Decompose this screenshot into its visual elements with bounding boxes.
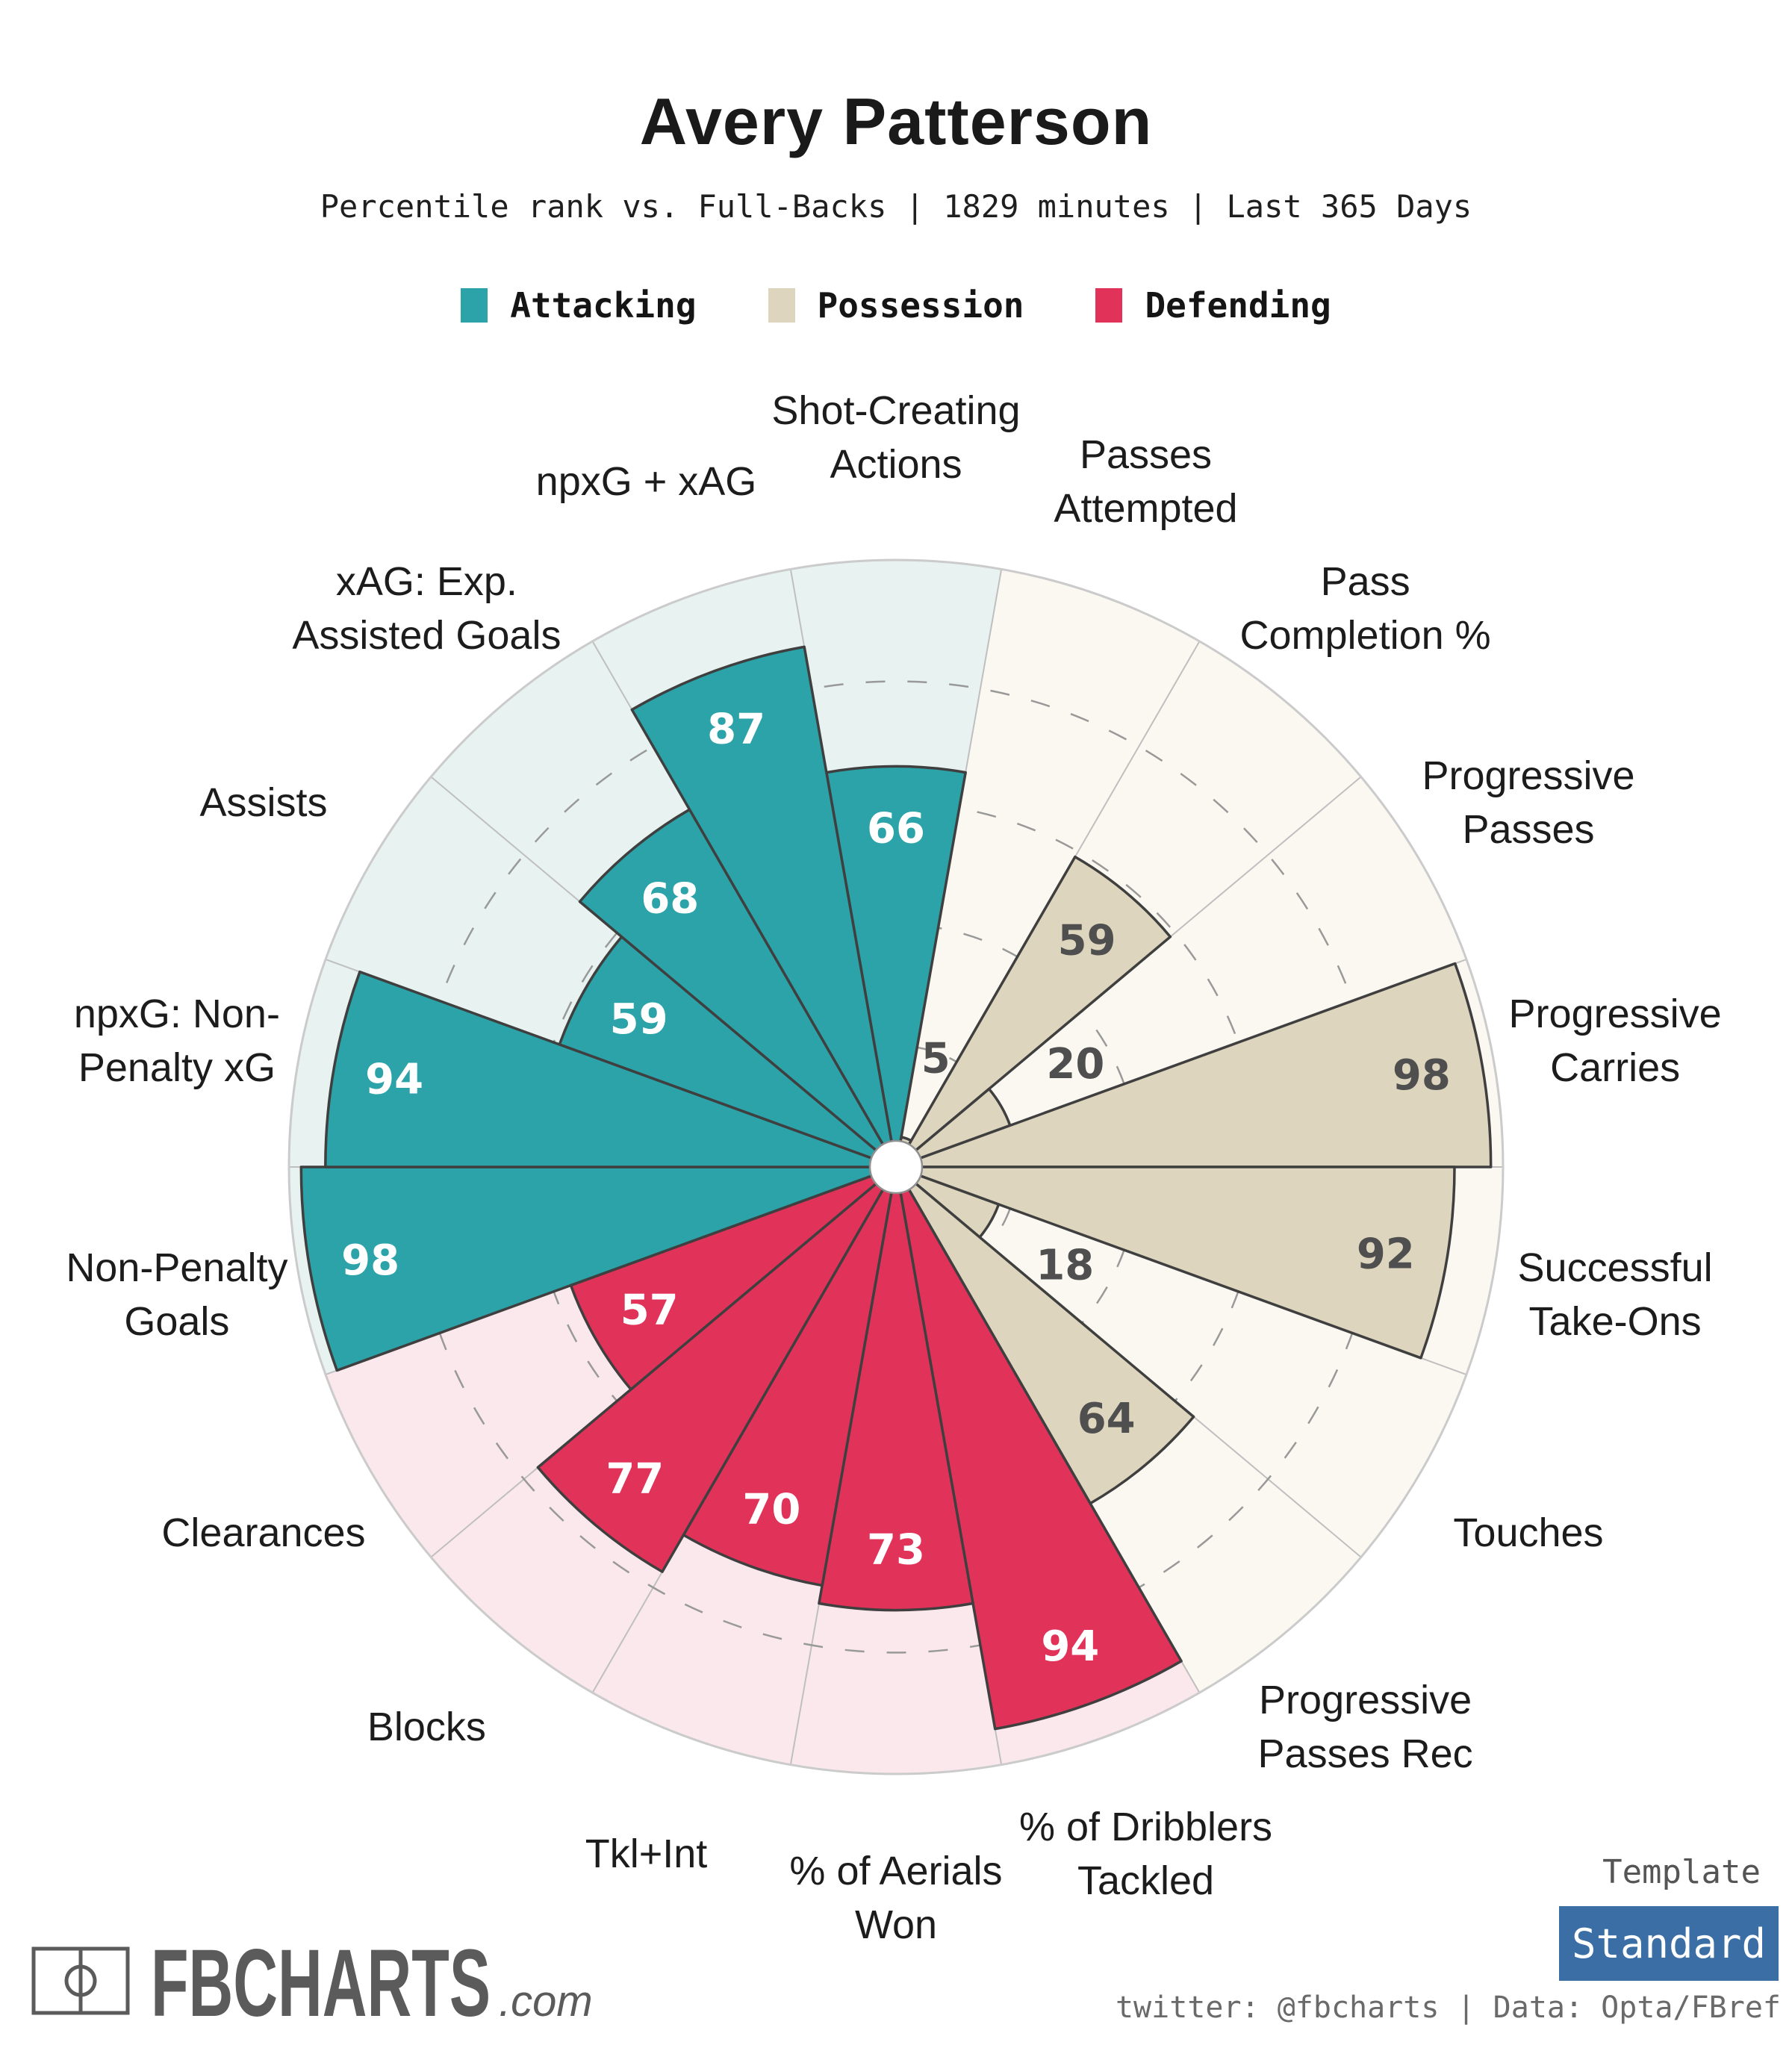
legend-item-possession: Possession [768,285,1024,326]
param-label: % of Aerials Won [789,1849,1002,1947]
value-wedge [895,1165,1195,1505]
credit-line: twitter: @fbcharts | Data: Opta/FBref [1115,1991,1781,2025]
logo-suffix: .com [499,1977,593,2026]
value-label: 98 [1393,1051,1451,1100]
legend-swatch-attacking [461,288,488,323]
legend-label: Attacking [510,285,697,326]
legend-item-defending: Defending [1095,285,1331,326]
param-label: xAG: Exp. Assisted Goals [292,559,561,658]
value-label: 94 [1041,1622,1099,1671]
page-title: Avery Patterson [639,84,1153,158]
value-label: 98 [341,1236,399,1285]
value-wedge [299,1165,897,1372]
value-wedge [630,645,897,1168]
fbcharts-logo: FBCHARTS .com [31,1935,593,2037]
legend-swatch-defending [1095,288,1123,323]
value-label: 20 [1046,1040,1104,1089]
param-label: Progressive Passes Rec [1258,1678,1473,1776]
value-label: 59 [610,995,668,1044]
value-wedge [895,855,1172,1168]
param-label: Blocks [367,1705,486,1749]
value-label: 94 [365,1056,423,1104]
value-label: 18 [1036,1242,1094,1290]
param-label: Touches [1453,1510,1603,1555]
value-wedge [895,1165,1456,1360]
template-label: Template [1602,1853,1761,1891]
legend: Attacking Possession Defending [0,285,1792,326]
value-label: 66 [867,804,925,853]
param-label: npxG + xAG [536,459,757,504]
value-label: 92 [1357,1230,1415,1279]
sector-background [896,776,1466,1167]
param-label: Progressive Carries [1509,992,1722,1090]
value-wedge [569,1165,897,1391]
value-label: 59 [1058,916,1116,965]
param-label: Clearances [161,1510,365,1555]
value-wedge [578,808,897,1168]
value-wedge [558,935,897,1168]
football-pitch-icon [31,1946,130,2015]
value-wedge [895,962,1493,1168]
value-label: 77 [606,1455,664,1504]
param-label: Shot-Creating Actions [771,388,1020,487]
value-label: 68 [641,874,699,923]
page-subtitle: Percentile rank vs. Full-Backs | 1829 mi… [320,188,1472,225]
param-label: % of Dribblers Tackled [1019,1805,1272,1903]
param-label: Non-Penalty Goals [66,1245,287,1344]
param-label: Assists [199,780,327,825]
sector-background [896,569,1200,1167]
param-label: Tkl+Int [585,1831,708,1876]
value-wedge [818,1165,974,1612]
param-label: Pass Completion % [1240,559,1491,658]
legend-label: Defending [1145,285,1331,326]
param-label: Progressive Passes [1422,753,1634,852]
value-wedge [825,765,967,1168]
value-wedge [324,970,897,1168]
value-wedge [682,1165,897,1587]
legend-swatch-possession [768,288,795,323]
value-label: 5 [921,1035,951,1083]
param-label: Successful Take-Ons [1518,1245,1713,1344]
value-label: 87 [707,705,765,753]
sector-background [896,1167,1466,1557]
value-wedge [536,1165,897,1573]
legend-label: Possession [817,285,1024,326]
template-standard-button[interactable]: Standard [1559,1906,1779,1981]
value-label: 64 [1077,1395,1136,1443]
legend-item-attacking: Attacking [461,285,697,326]
logo-text: FBCHARTS [151,1935,491,2037]
value-label: 70 [742,1486,800,1534]
value-label: 57 [620,1286,679,1335]
center-hole [868,1139,924,1195]
value-label: 73 [867,1526,925,1575]
value-wedge [895,1165,1183,1731]
outer-ring [287,558,1505,1775]
param-label: Passes Attempted [1054,432,1237,531]
param-label: npxG: Non-Penalty xG [74,992,280,1090]
